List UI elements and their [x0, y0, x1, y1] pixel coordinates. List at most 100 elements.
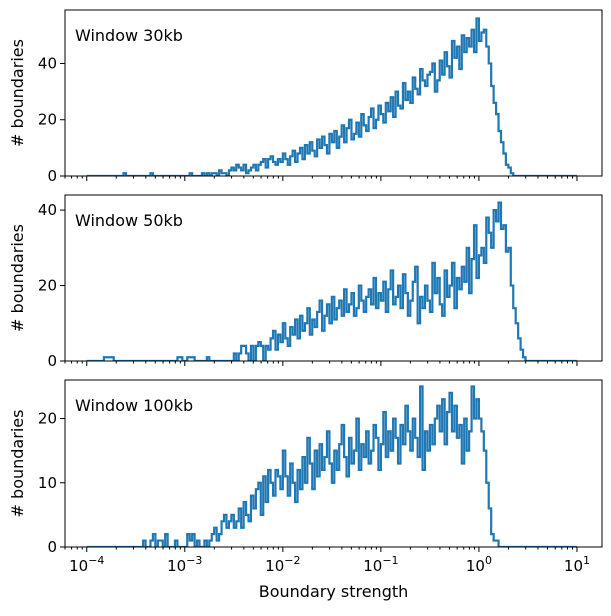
histogram-bin	[408, 316, 410, 361]
y-tick-label: 10	[38, 474, 57, 492]
histogram-step-line	[86, 17, 577, 176]
histogram-bin	[332, 483, 334, 547]
histogram-bars	[86, 201, 577, 362]
histogram-bin	[371, 304, 373, 361]
histogram-bin	[347, 312, 349, 361]
histogram-bin	[302, 331, 304, 361]
histogram-bars	[86, 385, 577, 548]
histogram-bin	[415, 89, 417, 176]
x-tick-label: 10−4	[69, 554, 104, 575]
y-tick-label: 40	[38, 201, 57, 219]
histogram-bin	[418, 94, 420, 176]
histogram-bin	[501, 229, 503, 361]
histogram-bin	[469, 47, 471, 176]
histogram-bin	[354, 451, 356, 547]
y-axis-label: # boundaries	[8, 224, 27, 332]
histogram-bin	[474, 419, 476, 547]
histogram-bin	[334, 320, 336, 362]
histogram-bin	[302, 159, 304, 176]
histogram-bin	[329, 323, 331, 361]
histogram-bin	[454, 308, 456, 361]
histogram-bin	[337, 148, 339, 176]
histogram-bin	[391, 451, 393, 547]
histogram-bin	[484, 30, 486, 176]
histogram-bin	[410, 103, 412, 176]
x-axis-label: Boundary strength	[259, 582, 409, 601]
histogram-bin	[234, 528, 236, 547]
histogram-bin	[403, 444, 405, 547]
histogram-bin	[364, 312, 366, 361]
histogram-bin	[315, 156, 317, 176]
panel-3: 0 10 20 10−4 10−3 10−2 10−1 100 101 Window 100kb #…	[8, 379, 603, 601]
histogram-bin	[347, 476, 349, 547]
histogram-bin	[464, 282, 466, 361]
panel-2: 0 20 40 Window 50kb # boundaries	[8, 194, 603, 370]
y-tick-label: 0	[47, 352, 57, 370]
histogram-bin	[386, 312, 388, 361]
x-tick-label: 101	[564, 554, 590, 575]
histogram-bin	[393, 304, 395, 361]
histogram-step-line	[86, 385, 577, 547]
histogram-bin	[459, 69, 461, 176]
histogram-bin	[435, 92, 437, 176]
histogram-bin	[489, 233, 491, 361]
histogram-bin	[293, 335, 295, 361]
histogram-bin	[396, 297, 398, 361]
histogram-bin	[266, 168, 268, 176]
histogram-bin	[464, 52, 466, 176]
histogram-bin	[359, 470, 361, 547]
y-axis-label: # boundaries	[8, 39, 27, 147]
histogram-bin	[405, 100, 407, 176]
histogram-bin	[400, 308, 402, 361]
plot-frame	[64, 379, 603, 548]
histogram-step-line	[86, 201, 577, 361]
histogram-bin	[376, 308, 378, 361]
histogram-bin	[273, 496, 275, 547]
histogram-bin	[298, 338, 300, 361]
histogram-bars	[86, 17, 577, 176]
histogram-bin	[315, 327, 317, 361]
histogram-bin	[432, 444, 434, 547]
histogram-bin	[354, 316, 356, 361]
histogram-bin	[332, 142, 334, 176]
histogram-bin	[427, 451, 429, 547]
histogram-bin	[430, 72, 432, 176]
histogram-bin	[486, 47, 488, 176]
x-tick-label: 10−1	[363, 554, 398, 575]
histogram-bin	[435, 293, 437, 361]
histogram-bin	[266, 502, 268, 547]
histogram-bin	[440, 431, 442, 547]
histogram-bin	[386, 457, 388, 547]
histogram-bin	[437, 80, 439, 176]
histogram-bin	[418, 457, 420, 547]
histogram-bin	[351, 464, 353, 548]
histogram-bin	[307, 153, 309, 176]
histogram-bin	[317, 476, 319, 547]
histogram-bin	[371, 451, 373, 547]
histogram-bin	[481, 33, 483, 176]
panel-1: 0 20 40 Window 30kb # boundaries	[8, 9, 603, 185]
histogram-bin	[322, 331, 324, 361]
histogram-bin	[484, 263, 486, 361]
y-tick-label: 20	[38, 277, 57, 295]
histogram-bin	[442, 75, 444, 176]
y-tick-label: 40	[38, 54, 57, 72]
histogram-bin	[261, 515, 263, 547]
histogram-bin	[369, 464, 371, 548]
histogram-bin	[423, 308, 425, 361]
histogram-bin	[342, 316, 344, 361]
histogram-bin	[366, 131, 368, 176]
histogram-bin	[364, 125, 366, 176]
histogram-bin	[462, 464, 464, 548]
histogram-bin	[442, 316, 444, 361]
histogram-bin	[300, 489, 302, 547]
x-tick-label: 10−2	[265, 554, 300, 575]
histogram-bin	[474, 52, 476, 176]
histogram-bin	[447, 297, 449, 361]
histogram-bin	[418, 323, 420, 361]
histogram-bin	[305, 483, 307, 547]
histogram-bin	[275, 350, 277, 361]
histogram-bin	[388, 111, 390, 176]
